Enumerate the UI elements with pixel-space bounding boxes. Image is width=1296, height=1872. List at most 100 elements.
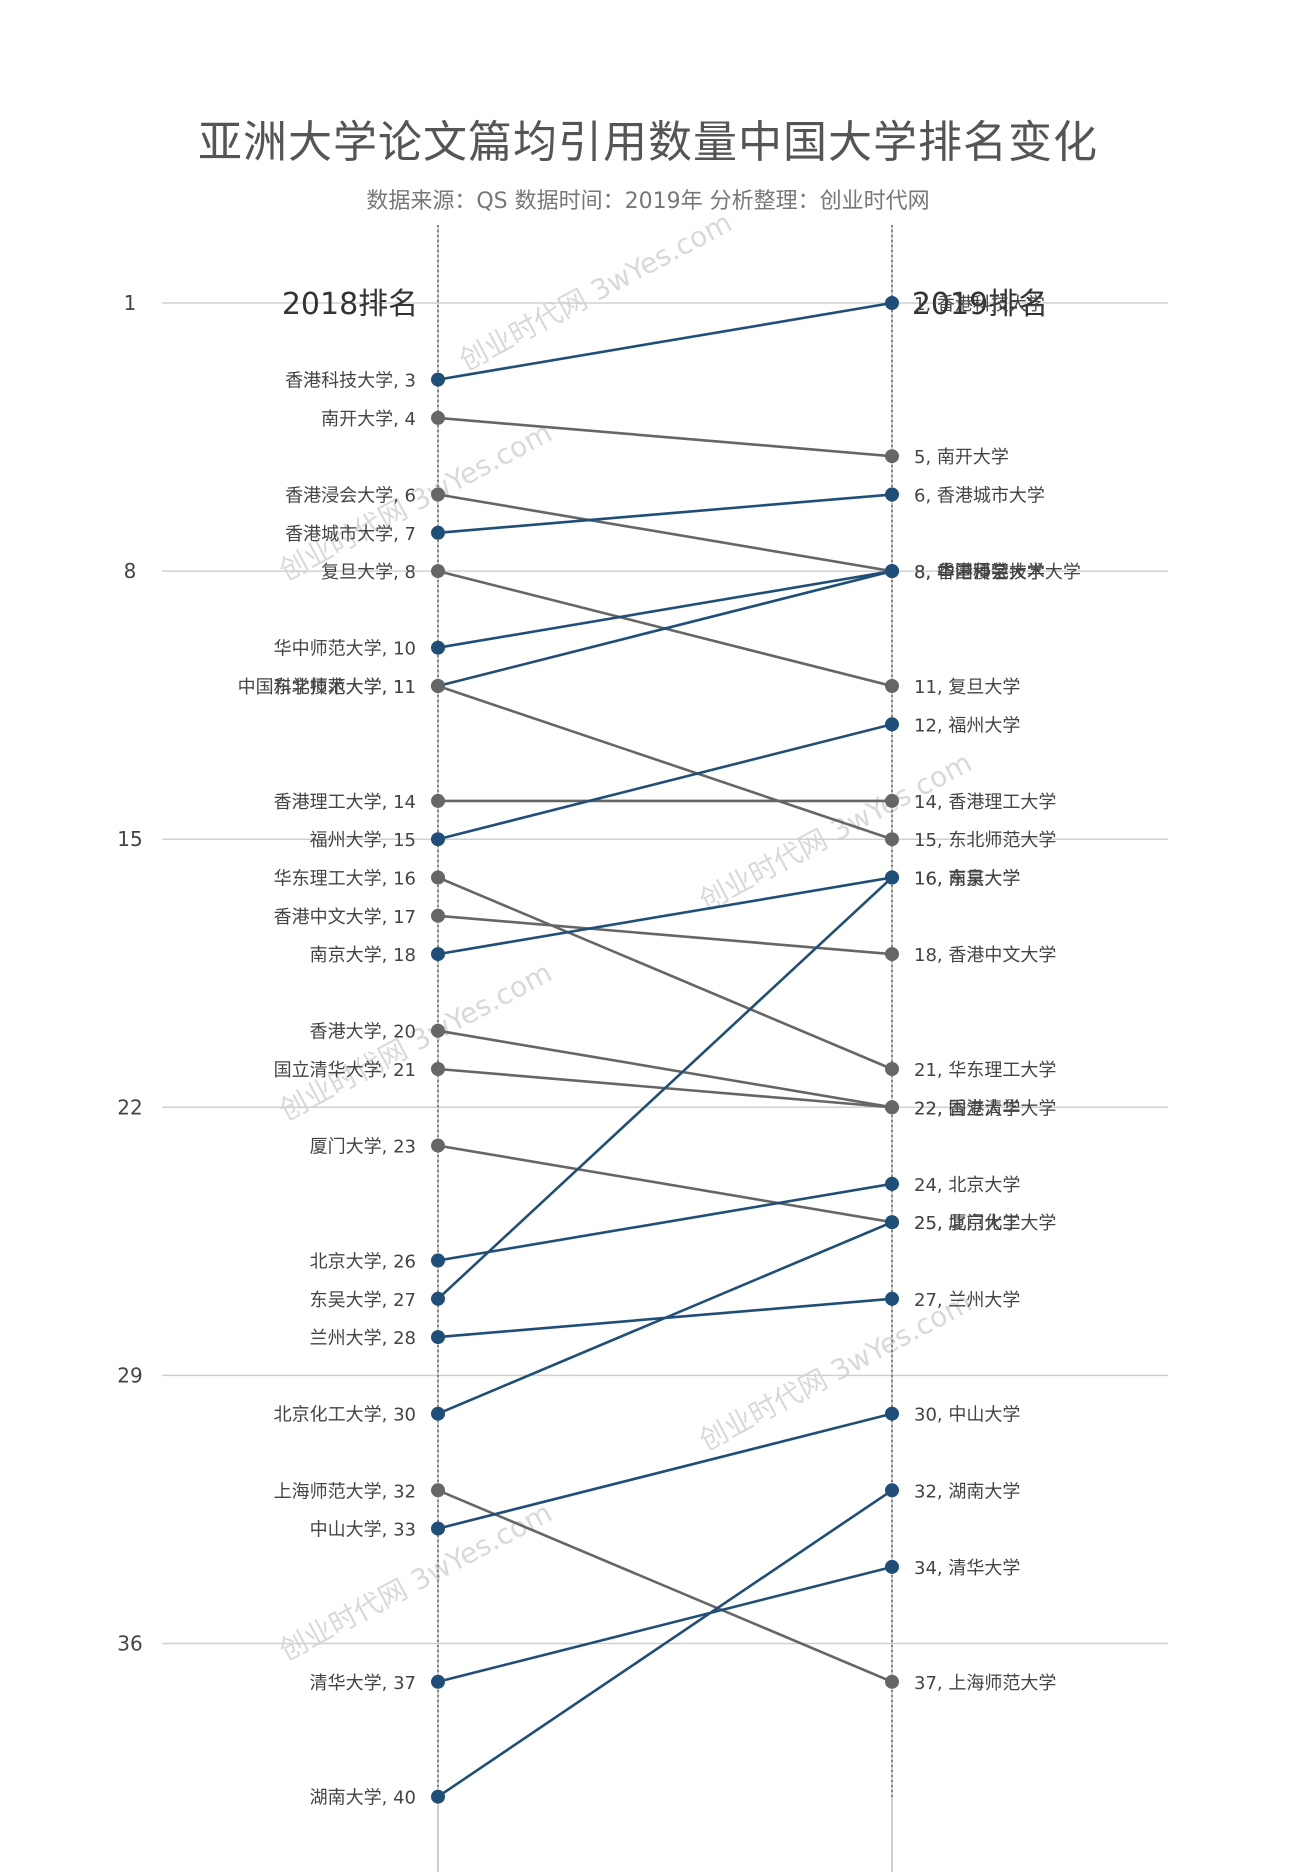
point-2019 xyxy=(885,449,899,464)
label-2019: 16, 南京大学 xyxy=(914,869,1020,890)
point-2019 xyxy=(885,1406,899,1421)
point-2019 xyxy=(885,1100,899,1115)
label-2019: 1, 香港科技大学 xyxy=(914,294,1045,315)
label-2018: 厦门大学, 23 xyxy=(310,1137,416,1158)
point-2018 xyxy=(431,1521,445,1536)
series-line xyxy=(437,1565,893,1684)
series-line xyxy=(437,569,893,688)
point-2018 xyxy=(431,564,445,579)
label-2018: 北京大学, 26 xyxy=(310,1252,416,1273)
series-line xyxy=(437,1029,893,1109)
label-2019: 34, 清华大学 xyxy=(914,1558,1020,1579)
label-2018: 香港大学, 20 xyxy=(310,1022,416,1043)
chart-title: 亚洲大学论文篇均引用数量中国大学排名变化 xyxy=(198,117,1098,168)
watermark-text: 创业时代网 3wYes.com xyxy=(454,206,737,378)
series-line xyxy=(437,569,893,649)
point-2019 xyxy=(885,1291,899,1306)
y-tick-label: 22 xyxy=(117,1095,142,1119)
series-line xyxy=(437,1489,893,1798)
label-2019: 6, 香港城市大学 xyxy=(914,486,1045,507)
label-2019: 18, 香港中文大学 xyxy=(914,945,1056,966)
point-2018 xyxy=(431,1253,445,1268)
point-2019 xyxy=(885,1559,899,1574)
label-2019: 27, 兰州大学 xyxy=(914,1290,1020,1311)
point-2018 xyxy=(431,1406,445,1421)
point-2018 xyxy=(431,1483,445,1498)
label-2019: 15, 东北师范大学 xyxy=(914,830,1056,851)
point-2019 xyxy=(885,1215,899,1230)
point-2018 xyxy=(431,1330,445,1345)
grid-lines: 1 8 15 22 29 36 xyxy=(117,291,1168,1656)
point-2019 xyxy=(885,1176,899,1191)
point-2018 xyxy=(431,908,445,923)
header-2018: 2018排名 xyxy=(282,287,418,322)
point-2018 xyxy=(431,1138,445,1153)
series-line xyxy=(437,914,893,956)
point-2019 xyxy=(885,1483,899,1498)
point-2019 xyxy=(885,679,899,693)
column-headers: 2018排名 2019排名 xyxy=(282,287,1048,322)
point-2018 xyxy=(431,793,445,808)
point-2019 xyxy=(885,1062,899,1076)
label-2019: 11, 复旦大学 xyxy=(914,677,1020,698)
point-2019 xyxy=(885,717,899,732)
label-2018: 华东理工大学, 16 xyxy=(274,869,416,890)
label-2018: 国立清华大学, 21 xyxy=(274,1060,416,1081)
label-2018: 东北师范大学, 11 xyxy=(274,677,416,698)
label-2019: 14, 香港理工大学 xyxy=(914,792,1056,813)
header-2019: 2019排名 xyxy=(912,287,1048,322)
label-2018: 福州大学, 15 xyxy=(310,830,416,851)
point-2018 xyxy=(431,1062,445,1076)
label-2019: 22, 国立清华大学 xyxy=(914,1098,1056,1119)
label-2019: 30, 中山大学 xyxy=(914,1405,1020,1426)
label-2018: 东吴大学, 27 xyxy=(310,1290,416,1311)
label-2018: 湖南大学, 40 xyxy=(310,1788,416,1809)
label-2018: 清华大学, 37 xyxy=(310,1673,416,1694)
label-2018: 南开大学, 4 xyxy=(321,409,416,430)
label-2019: 37, 上海师范大学 xyxy=(914,1673,1056,1694)
series-line xyxy=(437,301,893,381)
label-2018: 华中师范大学, 10 xyxy=(274,639,416,660)
label-2019: 32, 湖南大学 xyxy=(914,1481,1020,1502)
point-2018 xyxy=(431,1291,445,1306)
label-2019: 8, 香港浸会大学 xyxy=(914,562,1045,583)
label-2018: 南京大学, 18 xyxy=(310,945,416,966)
label-2018: 复旦大学, 8 xyxy=(321,562,416,583)
label-2018: 香港浸会大学, 6 xyxy=(285,486,416,507)
chart-subtitle: 数据来源：QS 数据时间：2019年 分析整理：创业时代网 xyxy=(366,189,930,214)
series-line xyxy=(437,1221,893,1415)
series-line xyxy=(437,493,893,573)
label-2018: 香港理工大学, 14 xyxy=(274,792,416,813)
label-2018: 北京化工大学, 30 xyxy=(274,1405,416,1426)
point-2019 xyxy=(885,793,899,808)
label-2019: 21, 华东理工大学 xyxy=(914,1060,1056,1081)
label-2018: 中山大学, 33 xyxy=(310,1520,416,1541)
series-line xyxy=(437,416,893,458)
point-2019 xyxy=(885,296,899,310)
y-tick-label: 8 xyxy=(124,559,137,583)
y-tick-label: 36 xyxy=(117,1632,142,1656)
label-2019: 8, 华中师范大学 xyxy=(914,562,1045,583)
label-2019: 16, 东吴大学 xyxy=(914,869,1020,890)
label-2019: 12, 福州大学 xyxy=(914,715,1020,736)
point-2018 xyxy=(431,870,445,885)
series-line xyxy=(437,876,893,1300)
label-2019: 25, 北京化工大学 xyxy=(914,1213,1056,1234)
point-2018 xyxy=(431,947,445,962)
point-2018 xyxy=(431,410,445,425)
label-2019: 8, 中国科学技术大学 xyxy=(914,562,1081,583)
y-tick-label: 15 xyxy=(117,827,142,851)
series-line xyxy=(437,876,893,956)
point-labels: 香港科技大学, 3 南开大学, 4 香港浸会大学, 6 香港城市大学, 7 复旦大学, … xyxy=(238,294,1081,1809)
point-2019 xyxy=(885,564,899,579)
series-line xyxy=(437,493,893,535)
label-2018: 兰州大学, 28 xyxy=(310,1328,416,1349)
point-2018 xyxy=(431,640,445,655)
y-tick-label: 29 xyxy=(117,1363,142,1387)
series-lines xyxy=(437,301,893,1798)
point-2018 xyxy=(431,487,445,502)
point-2019 xyxy=(885,947,899,962)
series-points xyxy=(431,296,899,1804)
point-2019 xyxy=(885,832,899,847)
label-2019: 24, 北京大学 xyxy=(914,1175,1020,1196)
